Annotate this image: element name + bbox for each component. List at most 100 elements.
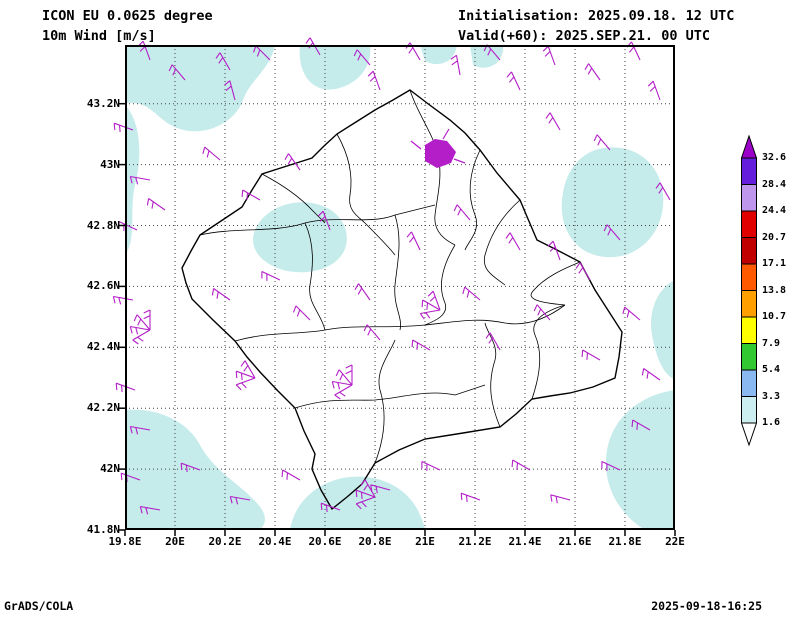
colorbar-segment [741,396,757,424]
lat-tick-label: 43N [100,157,120,171]
variable-title: 10m Wind [m/s] [42,28,156,44]
kosovo-boundaries [181,89,623,511]
creation-timestamp: 2025-09-18-16:25 [651,599,762,613]
lon-tick-label: 20.4E [258,535,292,548]
wind-barb [292,305,311,321]
lon-tick-label: 21.6E [558,535,592,548]
model-title: ICON EU 0.0625 degree [42,8,213,24]
wind-barb [133,314,151,331]
wind-barb [411,339,431,351]
colorbar-segment [741,184,757,212]
wind-barb [241,189,261,201]
colorbar-labels: 32.6 28.4 24.4 20.7 17.1 13.8 10.7 7.9 5.4 3.3 1.6 [762,136,798,446]
wind-barb [261,271,281,281]
wind-barb [345,364,353,385]
wind-barb [421,299,441,311]
lon-tick-label: 20E [165,535,185,548]
colorbar-value-label: 10.7 [762,311,787,322]
dense-barb-cluster [410,128,466,168]
wind-barb [235,377,256,391]
wind-barb [132,329,151,345]
wind-barb [601,461,621,471]
lat-tick-label: 42.2N [86,401,120,415]
grads-credit: GrADS/COLA [4,599,74,613]
wind-barb [406,231,421,251]
colorbar-value-label: 28.4 [762,178,787,190]
wind-barb [235,370,256,381]
colorbar-value-label: 13.8 [762,284,787,296]
colorbar-segment [741,316,757,344]
wind-barb [129,175,151,185]
wind-barb [360,479,376,498]
lon-tick-label: 21E [415,535,435,548]
lon-tick-label: 20.8E [358,535,392,548]
shaded-region [420,45,457,65]
colorbar-value-label: 24.4 [762,205,787,216]
lat-tick-label: 42.4N [86,340,120,354]
wind-barb [215,52,231,71]
wind-barb [545,112,561,131]
initialisation-time: Initialisation: 2025.09.18. 12 UTC [458,8,735,24]
colorbar [740,134,758,447]
wind-barb [450,54,461,76]
wind-barb [317,210,331,231]
shaded-region [125,105,140,255]
colorbar-segment [741,343,757,371]
shaded-region [299,45,371,90]
wind-barb [641,368,661,381]
lat-tick-label: 42N [100,462,120,476]
wind-barb [229,495,251,505]
valid-time: Valid(+60): 2025.SEP.21. 00 UTC [458,28,710,44]
lat-tick-label: 43.2N [86,96,120,110]
wind-barb [284,153,301,171]
wind-barb [367,70,381,91]
colorbar-value-label: 20.7 [762,231,787,243]
wind-barb [593,134,611,151]
lat-tick-label: 42.6N [86,279,120,293]
lon-tick-label: 21.4E [508,535,542,548]
lon-tick-label: 21.2E [458,535,492,548]
wind-barb [655,182,671,201]
colorbar-value-label: 7.9 [762,337,781,349]
wind-barb [575,262,591,281]
shaded-region [125,409,265,530]
lon-tick-label: 21.8E [608,535,642,548]
colorbar-segment [740,134,758,159]
wind-barb [353,49,371,66]
wind-barb [584,63,601,81]
lat-tick-label: 41.8N [86,523,120,537]
wind-barb [334,384,353,400]
wind-barb [129,325,151,335]
wind-barb [550,494,571,504]
colorbar-segment [741,157,757,185]
wind-barb [224,80,236,101]
wind-barb [427,290,441,311]
wind-barb [505,232,521,251]
wind-barb [460,492,481,503]
wind-barb [581,349,601,361]
wind-barb [113,122,134,133]
wind-barb [168,64,186,81]
wind-barb [139,505,161,515]
wind-barb [547,240,561,261]
grid-lines [125,45,675,530]
wind-barb [647,80,661,101]
wind-barb [363,324,381,341]
colorbar-value-label: 1.6 [762,417,781,428]
colorbar-segment [741,369,757,397]
colorbar-segment [740,422,758,447]
wind-barb [355,496,376,510]
wind-barb [462,286,481,301]
wind-barb [626,41,641,61]
wind-barb [211,288,231,301]
wind-barb [453,204,471,221]
colorbar-value-label: 5.4 [762,364,781,375]
colorbar-segment [741,263,757,291]
wind-barb [355,489,376,500]
shaded-region [605,390,675,530]
colorbar-segment [741,237,757,265]
wind-barb [419,309,441,320]
lon-tick-label: 20.2E [208,535,242,548]
lat-tick-label: 42.8N [86,218,120,232]
wind-barb [180,462,201,473]
